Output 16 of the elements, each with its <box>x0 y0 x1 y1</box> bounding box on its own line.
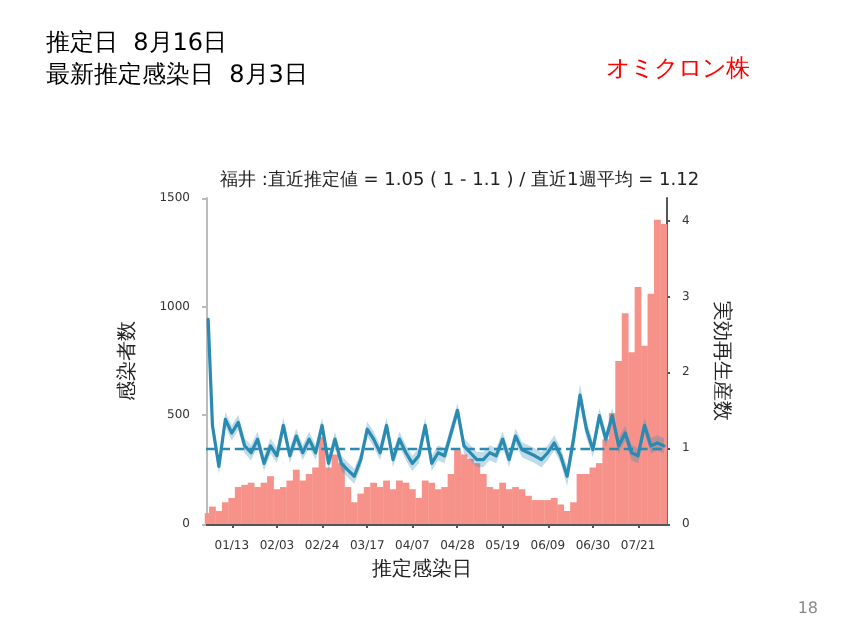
y2-axis-title: 実効再生産数 <box>710 301 735 421</box>
x-axis-title: 推定感染日 <box>372 557 472 581</box>
bar <box>660 224 668 524</box>
bar <box>267 476 274 524</box>
chart-title: 推定日 8月16日 <box>46 28 228 56</box>
bar <box>454 450 461 524</box>
text: 18 <box>797 599 819 617</box>
text: オミクロン株 <box>606 54 750 82</box>
bar <box>550 497 558 524</box>
bar <box>209 506 216 524</box>
bar <box>357 493 365 524</box>
chart-subtitle: 最新推定感染日 8月3日 <box>46 60 308 88</box>
bar <box>557 504 565 524</box>
text: 福井 :直近推定値 = 1.05 ( 1 - 1.1 ) / 直近1週平均 = 1.12 <box>220 169 700 191</box>
y-axis-title: 感染者数 <box>114 321 139 401</box>
bar <box>408 489 416 524</box>
